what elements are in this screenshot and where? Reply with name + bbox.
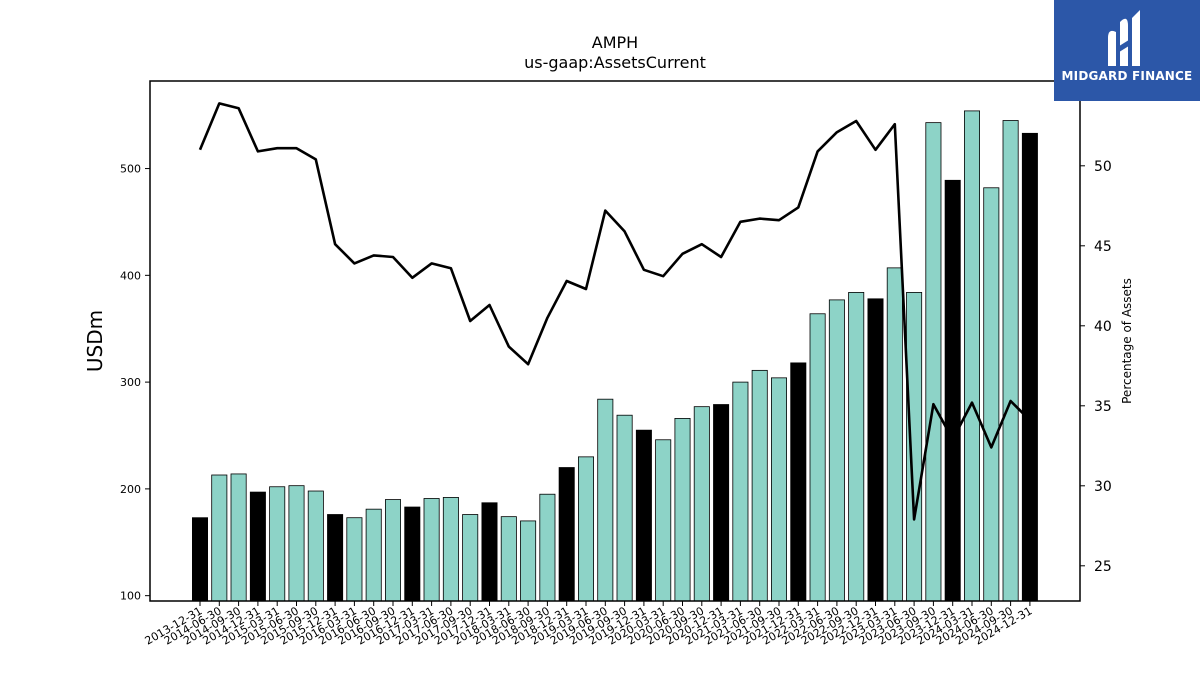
line-layer: [198, 102, 1031, 521]
y2tick-label: 30: [1094, 479, 1112, 495]
y2tick-label: 40: [1094, 319, 1112, 335]
bar-2020-09-30: [693, 406, 710, 602]
y-axis-right: 25 30 35 40 45 50: [1080, 159, 1112, 575]
ytick-label: 500: [120, 163, 141, 176]
bars-layer: [191, 110, 1038, 602]
y-axis-label: USDm: [83, 310, 107, 372]
bar-2013-12-31: [191, 517, 208, 602]
bar-2016-09-30: [384, 499, 401, 602]
bar-2021-12-31: [790, 362, 807, 602]
bar-2019-03-31: [578, 456, 595, 602]
bar-2022-09-30: [848, 292, 865, 602]
bar-2015-09-30: [307, 490, 324, 602]
bar-2024-09-30: [1002, 120, 1019, 602]
bar-2015-12-31: [327, 514, 344, 602]
bar-2016-03-31: [346, 517, 363, 602]
bar-2014-12-31: [249, 491, 266, 602]
bar-2019-09-30: [616, 414, 633, 602]
bar-2023-09-30: [925, 122, 942, 602]
bar-2020-12-31: [713, 404, 730, 602]
bar-2015-03-31: [269, 486, 286, 602]
bar-2022-12-31: [867, 298, 884, 602]
bar-2017-12-31: [481, 502, 498, 602]
ytick-label: 100: [120, 590, 141, 603]
bar-2019-12-31: [635, 429, 652, 602]
plot-frame: [149, 80, 1081, 602]
percentage-line: [198, 102, 1031, 521]
chart-subtitle: us-gaap:AssetsCurrent: [524, 53, 706, 72]
bar-2022-06-30: [828, 299, 845, 602]
x-axis: 2013-12-312014-06-302014-09-302014-12-31…: [143, 601, 1034, 648]
bar-2018-06-30: [520, 520, 537, 602]
bar-2020-03-31: [655, 439, 672, 602]
bar-2019-06-30: [597, 398, 614, 602]
logo-text: MIDGARD FINANCE: [1061, 69, 1193, 83]
bar-2016-12-31: [404, 506, 421, 602]
ytick-label: 300: [120, 376, 141, 389]
bar-2023-12-31: [944, 179, 961, 602]
bar-2018-09-30: [539, 493, 556, 602]
bar-2021-09-30: [771, 377, 788, 602]
midgard-finance-logo: MIDGARD FINANCE: [1054, 0, 1200, 101]
chart-title: AMPH: [592, 33, 638, 52]
bar-2022-03-31: [809, 313, 826, 602]
ytick-label: 200: [120, 483, 141, 496]
y2tick-label: 50: [1094, 159, 1112, 175]
bar-2014-09-30: [230, 473, 247, 602]
bar-2017-03-31: [423, 498, 440, 602]
y2tick-label: 25: [1094, 559, 1112, 575]
bar-2023-03-31: [886, 267, 903, 602]
y2tick-label: 45: [1094, 239, 1112, 255]
bar-2024-03-31: [964, 110, 981, 602]
bar-2017-06-30: [442, 497, 459, 602]
logo-mark-icon: [1108, 10, 1140, 66]
y2-axis-label: Percentage of Assets: [1120, 278, 1134, 404]
bar-2018-03-31: [500, 516, 517, 602]
bar-2023-06-30: [906, 292, 923, 602]
bar-2020-06-30: [674, 418, 691, 602]
bar-2015-06-30: [288, 485, 305, 602]
bar-2017-09-30: [462, 514, 479, 602]
y2tick-label: 35: [1094, 399, 1112, 415]
bar-2018-12-31: [558, 467, 575, 602]
y-axis-left: 100 200 300 400 500: [120, 163, 150, 603]
bar-2024-06-30: [983, 187, 1000, 602]
ytick-label: 400: [120, 269, 141, 282]
bar-2024-12-31: [1021, 132, 1038, 602]
bar-2021-03-31: [732, 381, 749, 602]
bar-2014-06-30: [211, 474, 228, 602]
bar-2016-06-30: [365, 508, 382, 602]
bar-2021-06-30: [751, 369, 768, 602]
